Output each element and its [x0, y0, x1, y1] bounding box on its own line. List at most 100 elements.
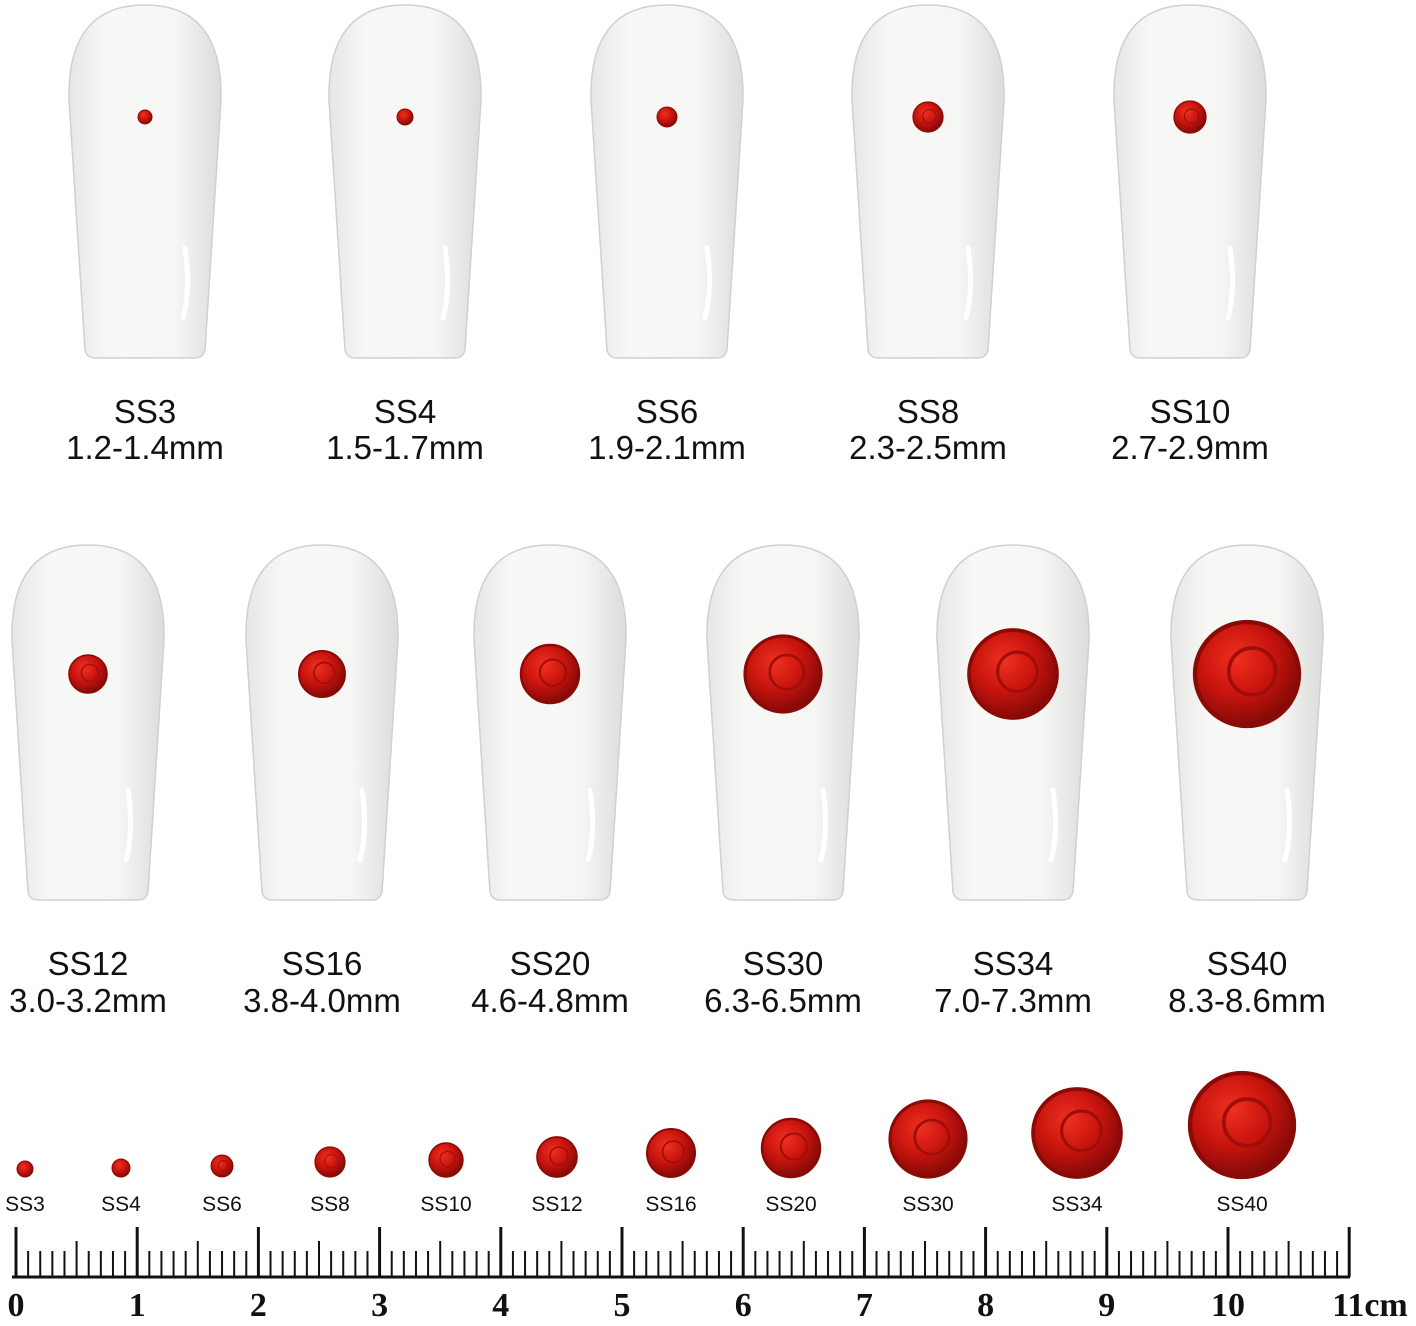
gem-facet: [80, 663, 100, 683]
size-mm: 7.0-7.3mm: [934, 982, 1092, 1019]
size-name: SS16: [282, 945, 363, 982]
ruler-label: 2: [250, 1287, 267, 1324]
gem: [314, 1146, 346, 1178]
size-mm: 1.5-1.7mm: [326, 429, 484, 466]
gem: [743, 634, 823, 714]
nail: [851, 4, 1005, 359]
size-mm: 1.2-1.4mm: [66, 429, 224, 466]
size-mm: 2.7-2.9mm: [1111, 429, 1269, 466]
nail: [590, 4, 744, 359]
gem-label: SS10: [420, 1193, 471, 1216]
size-mm: 1.9-2.1mm: [588, 429, 746, 466]
nail-highlight: [357, 787, 368, 863]
size-name: SS3: [114, 393, 176, 430]
nail-highlight: [180, 245, 191, 321]
nail-highlight: [818, 787, 829, 863]
gem-facet: [661, 1140, 686, 1164]
gem-label: SS16: [645, 1193, 696, 1216]
gem: [760, 1117, 822, 1179]
gem: [137, 109, 153, 125]
gem-label: SS12: [531, 1193, 582, 1216]
gem-facet: [779, 1132, 808, 1161]
nail: [11, 544, 165, 901]
gem: [536, 1136, 578, 1178]
nail-highlight: [440, 245, 451, 321]
ruler-label: 1: [129, 1287, 146, 1324]
gem: [656, 106, 678, 128]
nail-highlight: [585, 787, 596, 863]
ruler-label: 0: [8, 1287, 25, 1324]
ruler-label: 8: [977, 1287, 994, 1324]
nail: [473, 544, 627, 901]
size-mm: 4.6-4.8mm: [471, 982, 629, 1019]
ruler-label: 5: [614, 1287, 631, 1324]
size-name: SS10: [1150, 393, 1231, 430]
ruler-label: 11cm: [1332, 1287, 1408, 1324]
gem: [396, 108, 414, 126]
gem-facet: [538, 658, 567, 687]
ruler-label: 10: [1211, 1287, 1245, 1324]
gem-facet: [1060, 1109, 1103, 1153]
gem-facet: [922, 108, 937, 124]
gem-facet: [1226, 646, 1278, 697]
gem-facet: [768, 653, 806, 691]
gem: [646, 1128, 696, 1178]
gem-label: SS20: [765, 1193, 816, 1216]
gem-facet: [913, 1118, 951, 1156]
gem-label: SS6: [202, 1193, 242, 1216]
gem-label: SS30: [902, 1193, 953, 1216]
gem-facet: [1221, 1097, 1273, 1148]
nail-highlight: [702, 245, 713, 321]
gem-facet: [217, 1160, 229, 1171]
gem: [111, 1158, 131, 1178]
gem-facet: [324, 1153, 339, 1169]
gem: [428, 1142, 464, 1178]
gem-facet: [1183, 108, 1200, 124]
gem: [967, 628, 1059, 720]
size-mm: 3.8-4.0mm: [243, 982, 401, 1019]
gem-facet: [313, 661, 336, 685]
gem: [298, 650, 346, 698]
gem-facet: [439, 1150, 456, 1168]
gem-label: SS3: [5, 1193, 45, 1216]
gem: [1031, 1087, 1123, 1179]
gem-label: SS4: [101, 1193, 141, 1216]
nail: [706, 544, 860, 901]
nail: [68, 4, 222, 359]
ruler-label: 3: [371, 1287, 388, 1324]
nail-highlight: [1225, 245, 1236, 321]
nail-highlight: [123, 787, 134, 863]
ruler-label: 4: [492, 1287, 509, 1324]
size-name: SS40: [1207, 945, 1288, 982]
nail: [1113, 4, 1267, 359]
gem: [210, 1154, 234, 1178]
size-mm: 8.3-8.6mm: [1168, 982, 1326, 1019]
nail-highlight: [1282, 787, 1293, 863]
size-name: SS30: [743, 945, 824, 982]
gem-facet: [549, 1146, 569, 1166]
gem: [1187, 1070, 1297, 1180]
nail: [936, 544, 1090, 901]
gem: [1192, 619, 1302, 729]
size-name: SS8: [897, 393, 959, 430]
size-mm: 2.3-2.5mm: [849, 429, 1007, 466]
nail-highlight: [963, 245, 974, 321]
nail-highlight: [1048, 787, 1059, 863]
ruler-label: 7: [856, 1287, 873, 1324]
gem-label: SS34: [1051, 1193, 1103, 1216]
gem: [519, 643, 581, 705]
size-name: SS34: [973, 945, 1054, 982]
gem: [888, 1099, 968, 1179]
ruler-label: 6: [735, 1287, 752, 1324]
gem: [912, 101, 944, 133]
gem: [68, 654, 108, 694]
gem-label: SS40: [1216, 1193, 1267, 1216]
size-name: SS4: [374, 393, 436, 430]
size-mm: 3.0-3.2mm: [9, 982, 167, 1019]
gem: [16, 1160, 34, 1178]
nail: [328, 4, 482, 359]
gem-facet: [996, 650, 1039, 694]
size-name: SS20: [510, 945, 591, 982]
